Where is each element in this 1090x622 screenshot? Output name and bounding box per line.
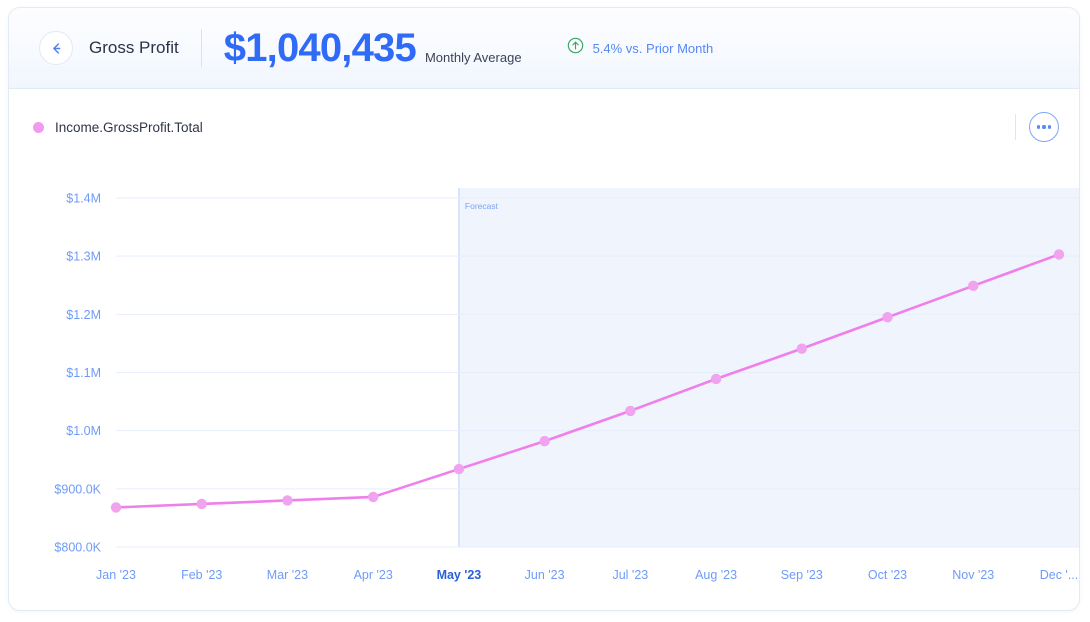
x-axis-tick-label[interactable]: Sep '23 [781,568,823,582]
data-point[interactable] [796,343,808,354]
data-point[interactable] [110,502,122,513]
data-point[interactable] [453,463,465,475]
ellipsis-icon [1036,125,1052,129]
y-axis-tick-label: $1.3M [66,250,101,264]
x-axis-tick-label[interactable]: Jan '23 [96,568,136,582]
legend-item[interactable]: Income.GrossProfit.Total [33,120,203,135]
menu-divider [1015,114,1016,140]
page-title: Gross Profit [89,38,179,57]
data-point[interactable] [710,373,722,385]
metric-card: Gross Profit $1,040,435 Monthly Average … [8,7,1080,611]
y-axis-tick-label: $1.0M [66,424,101,438]
series-line [114,253,1061,509]
y-axis-tick-label: $800.0K [54,541,101,555]
data-point[interactable] [196,498,207,510]
legend-row: Income.GrossProfit.Total [9,89,1079,165]
x-axis-tick-label[interactable]: May '23 [437,568,482,582]
data-point[interactable] [625,405,636,417]
arrow-left-icon [49,41,64,56]
delta-indicator: 5.4% vs. Prior Month [567,37,714,59]
data-point[interactable] [882,312,893,323]
x-axis-tick-label[interactable]: Aug '23 [695,568,737,582]
x-axis-tick-label[interactable]: Nov '23 [952,568,994,582]
x-axis-tick-label[interactable]: Apr '23 [354,568,393,582]
y-axis-tick-label: $1.4M [66,192,101,206]
x-axis-tick-label[interactable]: Dec '... [1040,568,1079,582]
metric-value: $1,040,435 [223,26,417,70]
x-axis-tick-label[interactable]: Jun '23 [525,568,565,582]
arrow-up-circle-icon [567,37,584,59]
y-axis-tick-label: $1.2M [66,308,101,322]
x-axis-tick-label[interactable]: Jul '23 [612,568,648,582]
data-point[interactable] [282,495,293,506]
header-divider [200,29,202,67]
forecast-label: Forecast [465,201,499,211]
card-header: Gross Profit $1,040,435 Monthly Average … [9,8,1079,89]
x-axis-tick-label[interactable]: Oct '23 [868,568,907,582]
metric-value-caption: Monthly Average [424,50,522,65]
x-axis-tick-label[interactable]: Feb '23 [181,568,222,582]
back-button[interactable] [39,31,73,65]
forecast-shaded-region [458,188,1079,547]
data-point[interactable] [367,491,379,503]
delta-text: 5.4% vs. Prior Month [592,40,714,56]
y-axis-tick-label: $1.1M [66,366,101,380]
data-point[interactable] [968,280,979,292]
y-axis-tick-label: $900.0K [54,482,101,496]
chart-container: Forecast $1.4M $1.3M $1.2M $1.1M $1.0M $900.0K… [9,165,1080,610]
metric-value-group: $1,040,435 Monthly Average [224,28,522,68]
line-chart[interactable]: Forecast $1.4M $1.3M $1.2M $1.1M $1.0M $900.0K… [9,165,1080,610]
x-axis-tick-label[interactable]: Mar '23 [267,568,308,582]
legend-color-dot [33,121,44,133]
overflow-menu-button[interactable] [1029,112,1059,142]
data-point[interactable] [1053,249,1065,260]
data-point[interactable] [539,435,550,447]
legend-item-label: Income.GrossProfit.Total [55,119,203,135]
